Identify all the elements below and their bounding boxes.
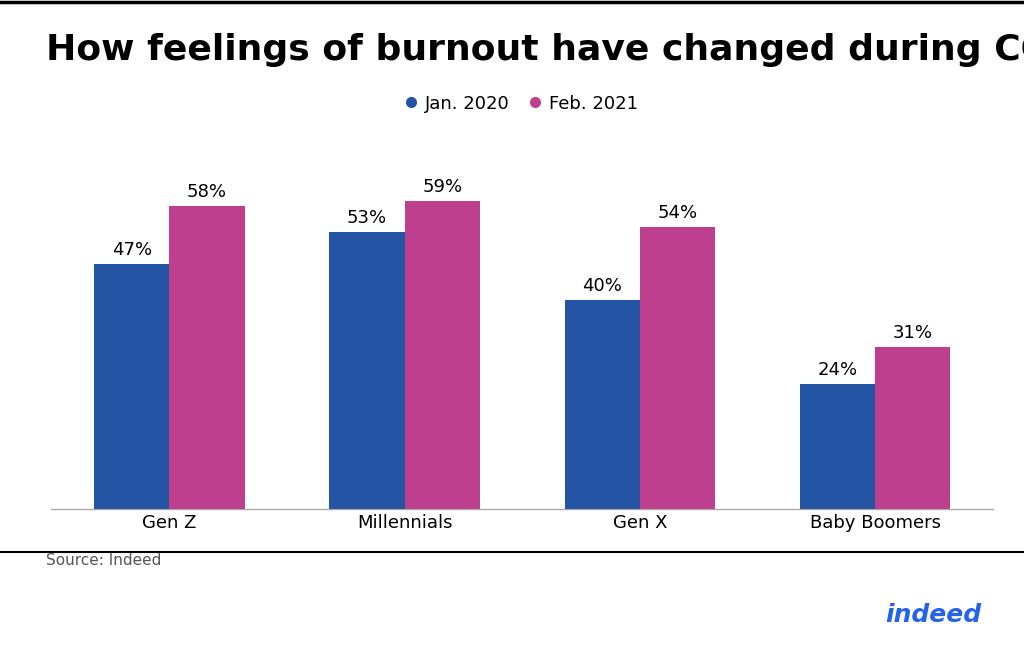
Text: 59%: 59%	[422, 178, 462, 196]
Text: 54%: 54%	[657, 204, 697, 222]
Bar	[876, 347, 950, 509]
Bar	[94, 264, 169, 509]
Legend: Jan. 2020, Feb. 2021: Jan. 2020, Feb. 2021	[399, 88, 645, 120]
Text: 31%: 31%	[893, 324, 933, 342]
Bar	[169, 206, 245, 509]
Bar	[640, 227, 715, 509]
Text: 47%: 47%	[112, 240, 152, 259]
Bar	[800, 384, 876, 509]
Text: 24%: 24%	[817, 360, 857, 379]
Bar	[330, 232, 404, 509]
Text: 40%: 40%	[583, 277, 623, 295]
Text: 58%: 58%	[187, 183, 227, 201]
Bar	[404, 201, 480, 509]
Text: indeed: indeed	[885, 603, 981, 627]
Text: Source: Indeed: Source: Indeed	[46, 553, 162, 568]
Text: How feelings of burnout have changed during COVID-19: How feelings of burnout have changed dur…	[46, 33, 1024, 67]
Bar	[564, 300, 640, 509]
Text: 53%: 53%	[347, 209, 387, 227]
